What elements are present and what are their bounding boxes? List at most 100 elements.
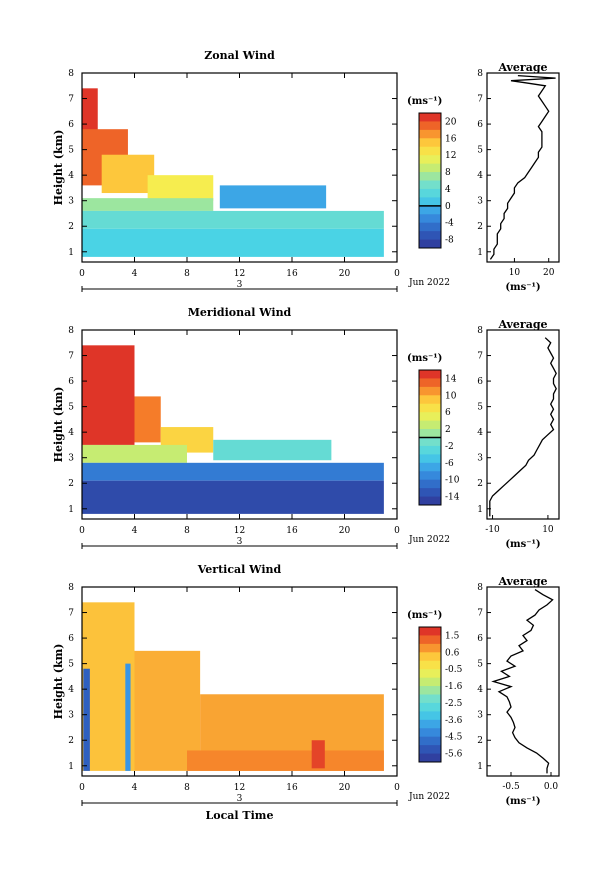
average-y-tick-label: 3 (477, 711, 483, 721)
average-x-tick-label: -10 (485, 525, 500, 535)
colorbar-swatch (419, 719, 441, 729)
average-y-tick-label: 3 (477, 454, 483, 464)
average-y-tick-label: 7 (477, 609, 483, 619)
colorbar-swatch (419, 239, 441, 249)
average-title: Average (497, 61, 547, 74)
colorbar-frame (418, 112, 442, 249)
y-tick-label: 1 (68, 762, 74, 772)
average-profile-line (489, 74, 556, 260)
colorbar-swatch (419, 445, 441, 455)
y-tick-label: 8 (68, 583, 74, 593)
average-y-tick-label: 5 (477, 660, 483, 670)
y-tick-label: 6 (68, 377, 74, 387)
colorbar-swatch (419, 113, 441, 122)
x-tick-label: 16 (286, 783, 298, 793)
y-tick-label: 5 (68, 146, 74, 156)
x-tick-label: 0 (394, 526, 400, 536)
average-y-tick-label: 8 (477, 69, 483, 79)
heatmap-region (125, 663, 131, 771)
heatmap-region (213, 439, 332, 461)
y-tick-label: 7 (68, 609, 74, 619)
colorbar-tick-label: -14 (445, 493, 460, 503)
x-tick-label: 8 (184, 783, 190, 793)
heatmap-region (82, 228, 384, 257)
colorbar-tick-label: -2 (445, 442, 454, 452)
date-label: Jun 2022 (408, 535, 450, 545)
colorbar-swatch (419, 121, 441, 131)
y-tick-label: 4 (68, 685, 74, 695)
average-y-tick-label: 2 (477, 736, 483, 746)
y-tick-label: 3 (68, 197, 74, 207)
y-tick-label: 3 (68, 711, 74, 721)
colorbar-tick-label: -8 (445, 236, 454, 246)
colorbar-swatch (419, 627, 441, 636)
colorbar-unit: (ms⁻¹) (407, 610, 442, 621)
x-tick-label: 0 (394, 269, 400, 279)
colorbar-tick-label: -1.6 (445, 682, 463, 692)
colorbar-swatch (419, 222, 441, 232)
y-tick-label: 8 (68, 326, 74, 336)
y-tick-label: 5 (68, 403, 74, 413)
average-title: Average (497, 318, 547, 331)
colorbar-swatch (419, 471, 441, 481)
y-axis-label: Height (km) (52, 130, 65, 206)
colorbar-tick-label: 2 (445, 425, 451, 435)
colorbar-swatch (419, 386, 441, 396)
average-profile-line (491, 589, 554, 774)
colorbar-tick-label: -2.5 (445, 699, 463, 709)
colorbar-swatch (419, 652, 441, 662)
colorbar-swatch (419, 188, 441, 198)
colorbar-swatch (419, 694, 441, 704)
heatmap-region (82, 462, 384, 481)
colorbar-swatch (419, 669, 441, 679)
colorbar-swatch (419, 488, 441, 498)
average-y-tick-label: 6 (477, 377, 483, 387)
x-tick-label: 0 (394, 783, 400, 793)
average-y-tick-label: 4 (477, 171, 483, 181)
colorbar-swatch (419, 635, 441, 645)
colorbar-tick-label: -6 (445, 459, 454, 469)
average-x-tick-label: 0.0 (544, 782, 559, 792)
x-tick-label: 8 (184, 269, 190, 279)
panel-title: Zonal Wind (204, 49, 275, 62)
date-label: Jun 2022 (408, 278, 450, 288)
colorbar-swatch (419, 378, 441, 388)
colorbar-swatch (419, 753, 441, 763)
x-tick-label: 16 (286, 526, 298, 536)
y-axis-label: Height (km) (52, 387, 65, 463)
y-axis-label: Height (km) (52, 644, 65, 720)
y-tick-label: 6 (68, 634, 74, 644)
colorbar-swatch (419, 643, 441, 653)
day-label: 3 (237, 794, 243, 804)
colorbar-swatch (419, 420, 441, 430)
heatmap-region (82, 210, 384, 229)
average-y-tick-label: 7 (477, 95, 483, 105)
y-tick-label: 5 (68, 660, 74, 670)
colorbar-tick-label: 4 (445, 185, 451, 195)
colorbar-swatch (419, 138, 441, 148)
average-y-tick-label: 3 (477, 197, 483, 207)
colorbar-swatch (419, 736, 441, 746)
colorbar-swatch (419, 155, 441, 165)
colorbar-tick-label: -4 (445, 219, 454, 229)
colorbar-tick-label: 12 (445, 151, 456, 161)
y-tick-label: 2 (68, 736, 74, 746)
heatmap-region (134, 396, 161, 443)
average-y-tick-label: 5 (477, 146, 483, 156)
colorbar-swatch (419, 437, 441, 447)
y-tick-label: 7 (68, 352, 74, 362)
colorbar-tick-label: 14 (445, 374, 457, 384)
x-tick-label: 12 (234, 783, 245, 793)
colorbar-unit: (ms⁻¹) (407, 353, 442, 364)
colorbar-swatch (419, 462, 441, 472)
date-label: Jun 2022 (408, 792, 450, 802)
average-y-tick-label: 8 (477, 326, 483, 336)
heatmap-region (147, 175, 214, 201)
heatmap-region (82, 198, 214, 211)
y-tick-label: 2 (68, 479, 74, 489)
colorbar-swatch (419, 686, 441, 695)
heatmap-region (311, 740, 325, 769)
heatmap-field (82, 602, 384, 771)
colorbar-tick-label: -5.6 (445, 750, 463, 760)
